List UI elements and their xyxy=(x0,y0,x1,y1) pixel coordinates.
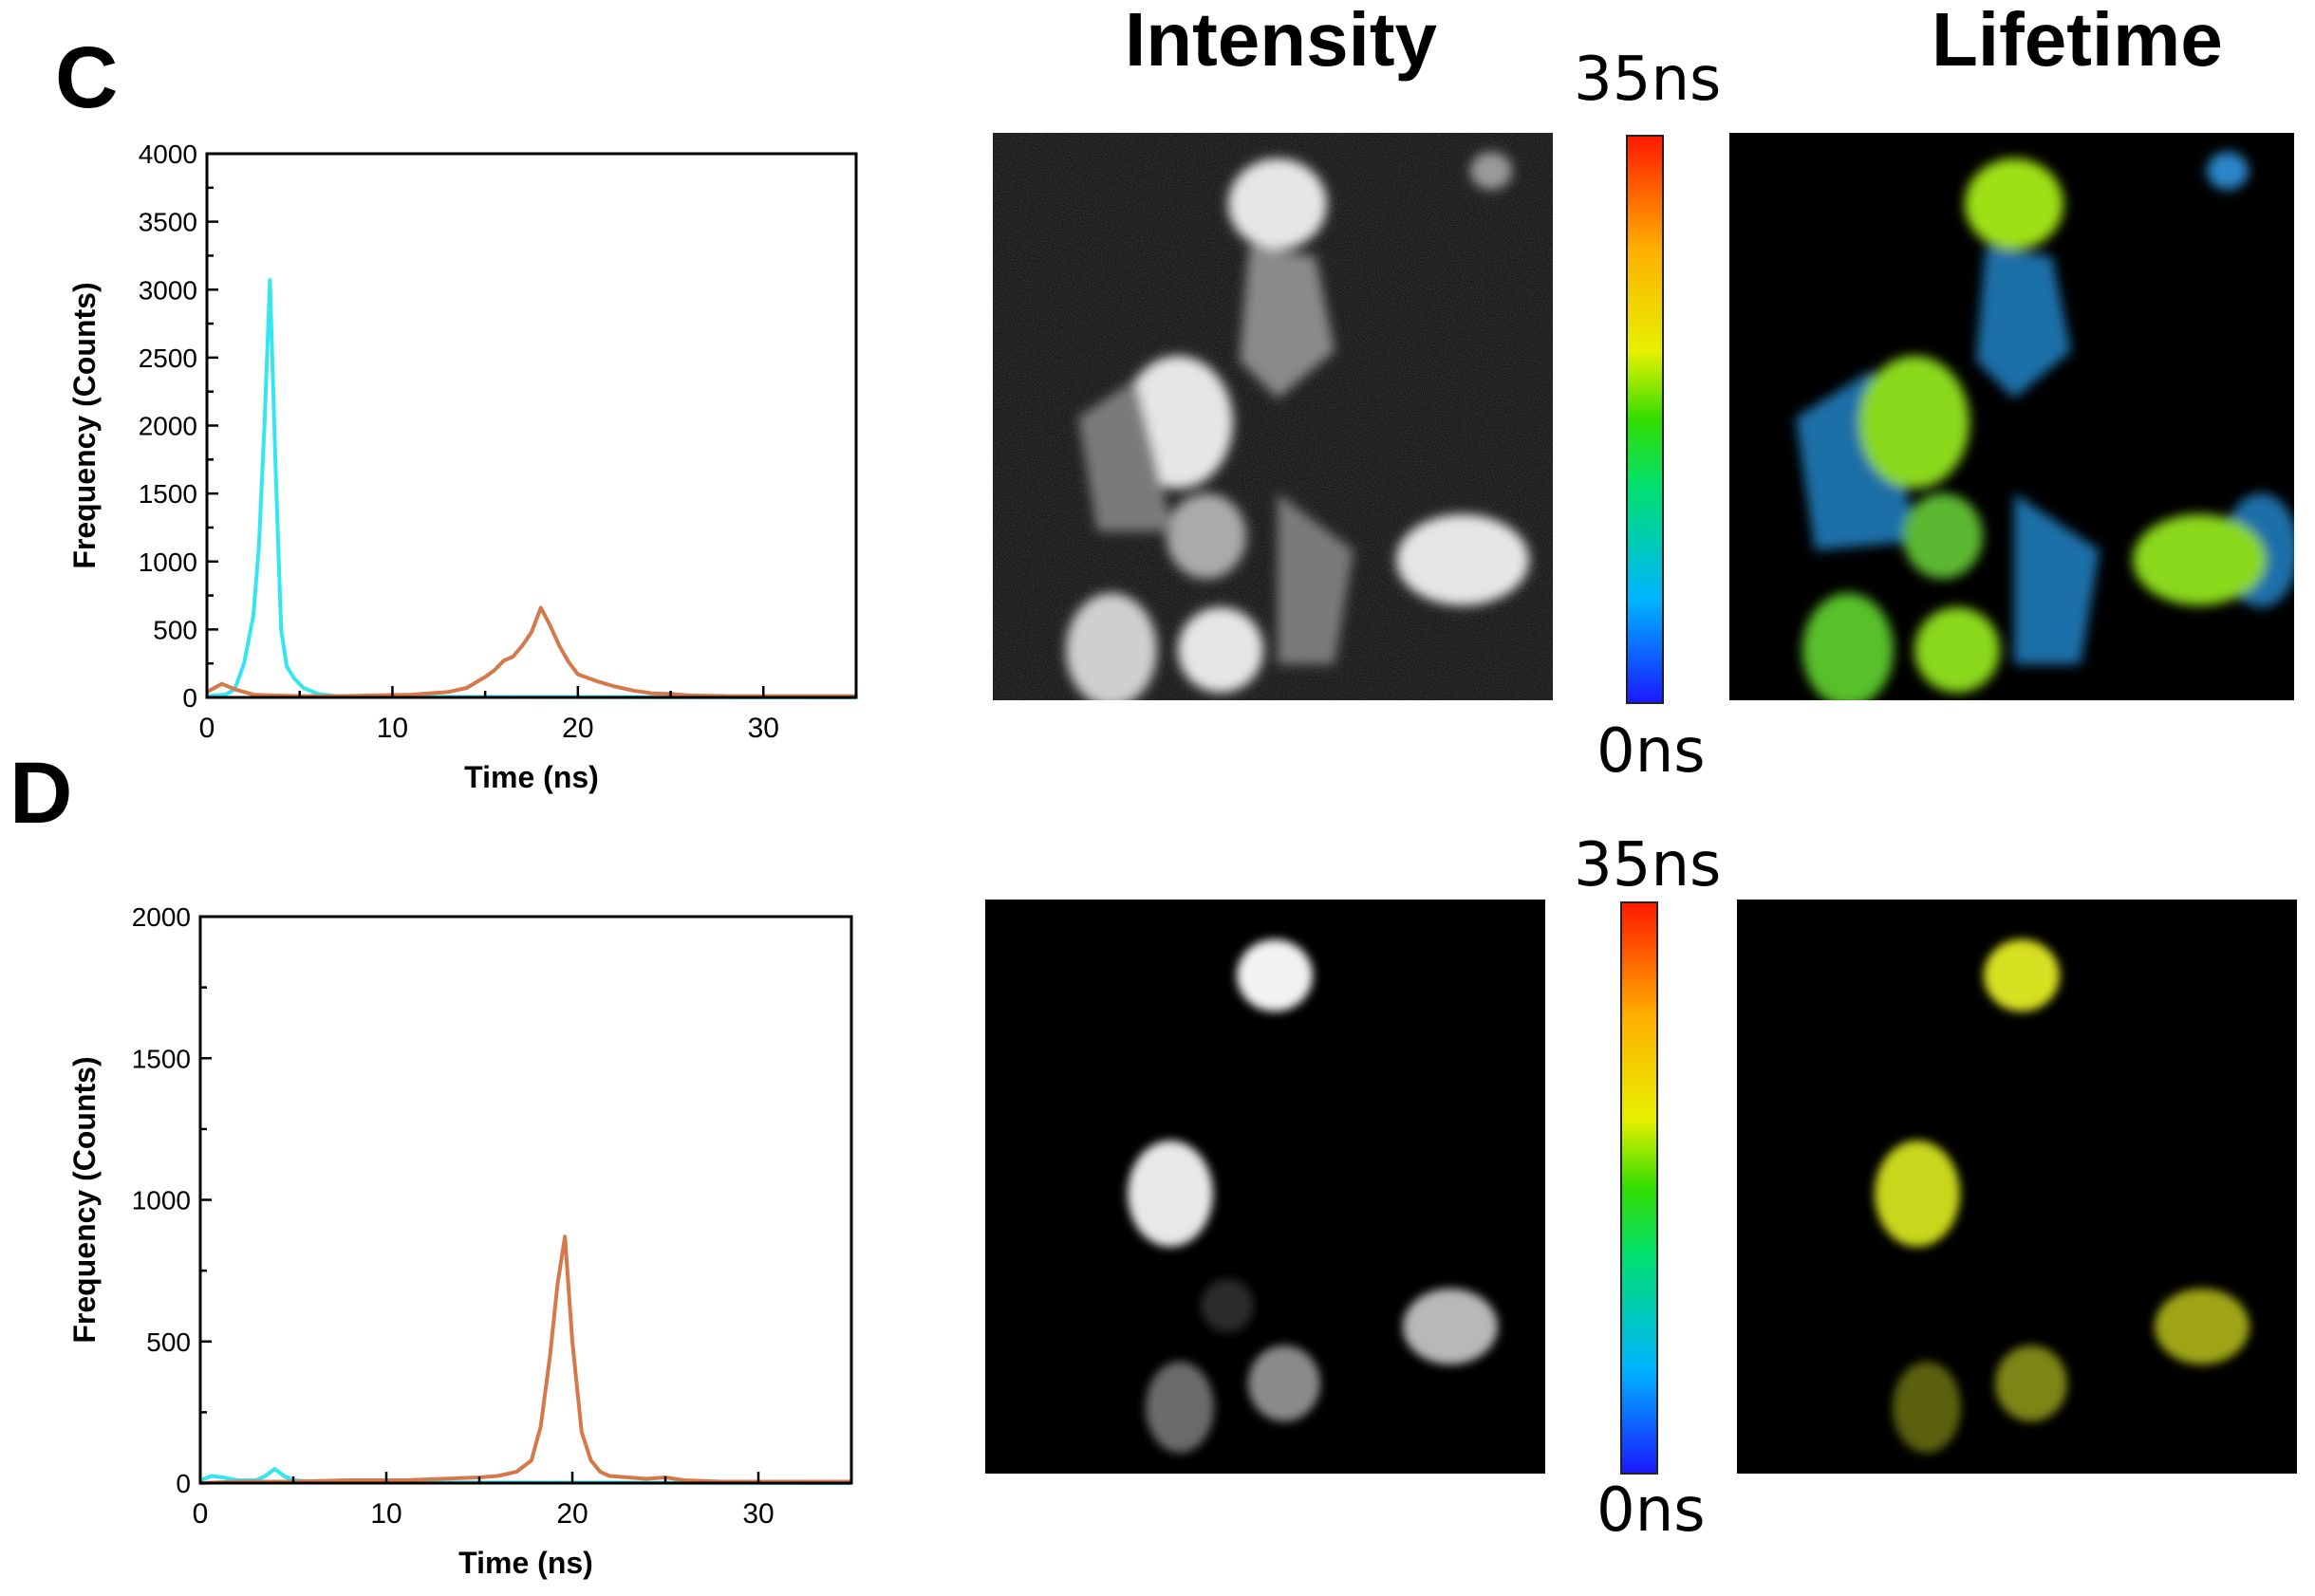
chart-d-x-tick-label: 20 xyxy=(556,1498,588,1530)
intensity-cells-c xyxy=(993,133,1553,700)
chart-c-y-tick-label: 2500 xyxy=(139,343,197,373)
chart-d-y-tick-label: 500 xyxy=(146,1327,191,1357)
chart-c-y-tick-label: 2000 xyxy=(139,412,197,441)
chart-c-plot-frame xyxy=(205,152,858,699)
colorbar-d-max-label: 35ns xyxy=(1574,830,1722,900)
colorbar-c-max-label: 35ns xyxy=(1574,45,1722,115)
lifetime-header: Lifetime xyxy=(1932,0,2223,82)
chart-d-series-line-1 xyxy=(199,1234,851,1485)
chart-c-y-tick-label: 3000 xyxy=(139,275,197,305)
chart-c-series-line-1 xyxy=(206,605,856,698)
chart-d-y-axis-label: Frequency (Counts) xyxy=(67,1056,102,1343)
chart-c-y-tick-label: 0 xyxy=(182,683,197,713)
chart-d-y-tick-label: 0 xyxy=(176,1469,191,1498)
chart-c-x-tick-label: 20 xyxy=(562,713,593,744)
chart-d-y-tick-label: 1500 xyxy=(132,1044,191,1073)
lifetime-image-c xyxy=(1729,133,2294,700)
intensity-header: Intensity xyxy=(1125,0,1437,82)
lifetime-cells-c xyxy=(1796,152,2294,700)
lifetime-image-d xyxy=(1737,900,2297,1474)
chart-d-x-tick-label: 30 xyxy=(742,1498,774,1530)
chart-d-plot-frame xyxy=(198,915,853,1485)
intensity-cells-d xyxy=(1128,939,1498,1453)
intensity-image-d xyxy=(985,900,1545,1474)
chart-c-x-tick-label: 30 xyxy=(748,713,779,744)
chart-c-y-tick-label: 3500 xyxy=(139,208,197,237)
chart-c-y-tick-label: 4000 xyxy=(139,139,197,169)
colorbar-c-min-label: 0ns xyxy=(1596,716,1706,787)
chart-c-y-tick-label: 500 xyxy=(153,615,197,644)
colorbar-d xyxy=(1620,901,1658,1475)
chart-c-x-tick-label: 0 xyxy=(199,713,215,744)
colorbar-d-min-label: 0ns xyxy=(1596,1475,1706,1546)
chart-c-x-tick-label: 10 xyxy=(377,713,408,744)
chart-d-x-axis-label: Time (ns) xyxy=(458,1546,593,1580)
chart-c-y-tick-label: 1500 xyxy=(139,479,197,509)
chart-c-y-axis-label: Frequency (Counts) xyxy=(67,282,102,568)
chart-c-x-axis-label: Time (ns) xyxy=(464,760,599,794)
chart-d-y-tick-label: 2000 xyxy=(132,902,191,932)
intensity-image-c xyxy=(993,133,1553,700)
panel-letter-c: C xyxy=(55,29,119,126)
chart-d-x-tick-label: 10 xyxy=(370,1498,401,1530)
colorbar-c xyxy=(1626,135,1664,704)
chart-d: 0 10 20 30 0 500 1000 1500 2000 Time (ns) Frequenc… xyxy=(67,902,853,1580)
chart-d-y-tick-label: 1000 xyxy=(132,1186,191,1216)
chart-c: 0 10 20 30 0 500 1000 1500 2000 2500 3000 3500 4000 T… xyxy=(67,139,858,794)
lifetime-cells-d xyxy=(1875,939,2250,1453)
chart-d-x-tick-label: 0 xyxy=(193,1498,209,1530)
chart-c-y-tick-label: 1000 xyxy=(139,547,197,577)
panel-letter-d: D xyxy=(9,745,73,842)
